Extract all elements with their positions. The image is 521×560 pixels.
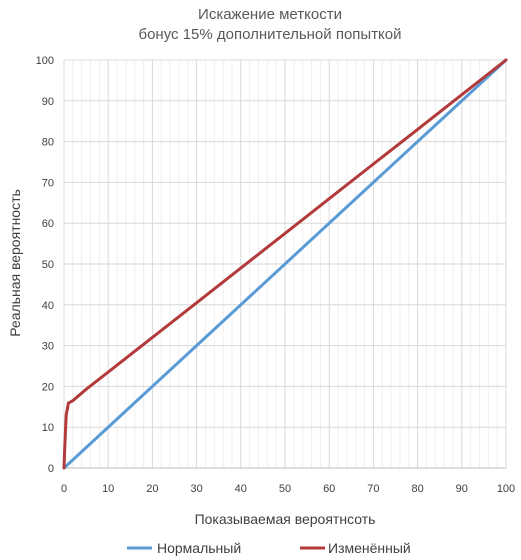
x-axis-label: Показываемая вероятнсоть xyxy=(195,511,376,527)
x-tick-label: 50 xyxy=(279,483,291,495)
y-tick-label: 100 xyxy=(36,55,54,67)
legend: Нормальный Изменённый xyxy=(127,540,411,556)
y-tick-label: 30 xyxy=(42,341,54,353)
x-tick-label: 100 xyxy=(497,483,515,495)
x-tick-label: 10 xyxy=(102,483,114,495)
x-tick-label: 40 xyxy=(235,483,247,495)
series-lines xyxy=(62,58,508,470)
chart-title-line-2: бонус 15% дополнительной попыткой xyxy=(138,26,401,43)
series-line-normal xyxy=(62,58,508,470)
x-tick-label: 0 xyxy=(61,483,67,495)
y-tick-label: 10 xyxy=(42,422,54,434)
y-tick-label: 50 xyxy=(42,259,54,271)
y-tick-label: 70 xyxy=(42,177,54,189)
y-tick-label: 20 xyxy=(42,381,54,393)
series-line-modified xyxy=(62,58,508,470)
y-axis-label: Реальная вероятность xyxy=(7,189,23,337)
chart-title-line-1: Искажение меткости xyxy=(198,6,342,23)
x-tick-label: 70 xyxy=(367,483,379,495)
x-tick-label: 30 xyxy=(190,483,202,495)
grid xyxy=(63,59,507,469)
y-tick-label: 40 xyxy=(42,300,54,312)
legend-label-modified: Изменённый xyxy=(328,540,411,556)
y-tick-label: 80 xyxy=(42,137,54,149)
legend-label-normal: Нормальный xyxy=(157,540,241,556)
y-tick-label: 90 xyxy=(42,96,54,108)
x-tick-label: 80 xyxy=(411,483,423,495)
x-tick-label: 60 xyxy=(323,483,335,495)
x-tick-label: 20 xyxy=(146,483,158,495)
y-tick-label: 60 xyxy=(42,218,54,230)
x-tick-label: 90 xyxy=(456,483,468,495)
y-tick-label: 0 xyxy=(48,463,54,475)
tick-labels: 0 10 20 30 40 50 60 70 80 90 100 0 10 20 30 40 50 60 70 80 9… xyxy=(36,55,516,495)
